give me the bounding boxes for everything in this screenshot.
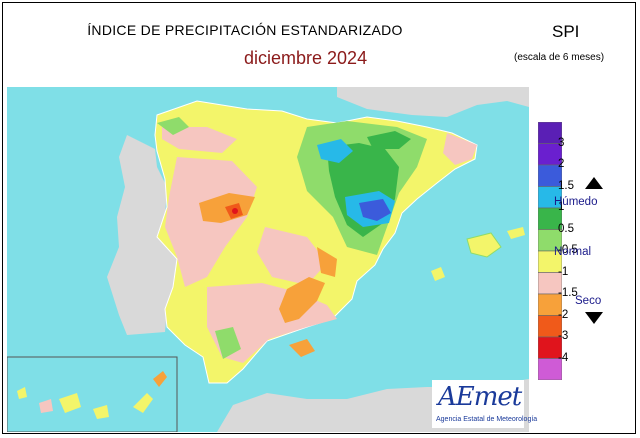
legend-tick-label: -0.5 (558, 244, 578, 256)
legend-tick-label: -2 (558, 308, 569, 321)
triangle-down-icon (585, 312, 603, 324)
mallorca (466, 232, 502, 258)
canary-island-5 (133, 393, 153, 413)
dry-zone-center (257, 227, 327, 285)
very-wet-zone (359, 199, 391, 221)
index-name: SPI (552, 22, 580, 41)
canary-island-4 (93, 405, 109, 419)
canary-inset (7, 356, 178, 432)
legend-tick-label: -3 (558, 330, 569, 342)
very-dry-center (317, 247, 337, 277)
very-dry-andalucia (279, 277, 325, 323)
aemet-logo-sub: Agencia Estatal de Meteorología (436, 416, 538, 423)
france-land (337, 87, 529, 117)
legend-color-bar (538, 122, 562, 380)
legend-tick-label: -1 (558, 265, 569, 278)
legend-tick-label: 2 (558, 158, 565, 170)
portugal-land (107, 135, 177, 335)
very-dry-south (289, 339, 315, 357)
moist-zone-ne (367, 131, 411, 149)
legend-tick-label: 1 (558, 201, 565, 213)
legend-tick-label: 0.5 (558, 222, 574, 235)
triangle-up-icon (585, 177, 603, 189)
map-title: ÍNDICE DE PRECIPITACIÓN ESTANDARIZADO (87, 22, 403, 38)
aemet-logo: AEmet Agencia Estatal de Meteorología (432, 380, 537, 428)
legend-swatch (538, 358, 562, 380)
canary-island-1 (17, 387, 27, 399)
wet-zone-ebro (317, 139, 353, 163)
dry-zone-catalonia (443, 133, 477, 165)
legend-tick-label: 1.5 (558, 179, 574, 192)
canary-island-3 (59, 393, 81, 413)
legend-tick-label: 3 (558, 136, 565, 149)
dry-zone-north (162, 127, 237, 153)
legend-tick-label: -4 (558, 351, 569, 364)
aemet-logo-main: AEmet (438, 382, 522, 412)
legend-tick-label: -1.5 (558, 287, 578, 299)
legend-word-dry: Seco (575, 295, 602, 307)
spi-map (7, 87, 529, 432)
map-subtitle: diciembre 2024 (244, 48, 368, 68)
extreme-dry-point (232, 208, 238, 214)
canary-island-6 (153, 371, 167, 387)
menorca (507, 227, 525, 239)
ibiza (431, 267, 445, 281)
legend-word-normal: Normal (554, 246, 592, 258)
scale-note: (escala de 6 meses) (514, 52, 605, 63)
wet-zone-northwest (157, 117, 189, 135)
legend-word-wet: Húmedo (554, 196, 598, 208)
canary-island-2 (39, 399, 53, 413)
wet-zone-southwest (215, 327, 241, 359)
dry-zone-west (165, 157, 257, 287)
